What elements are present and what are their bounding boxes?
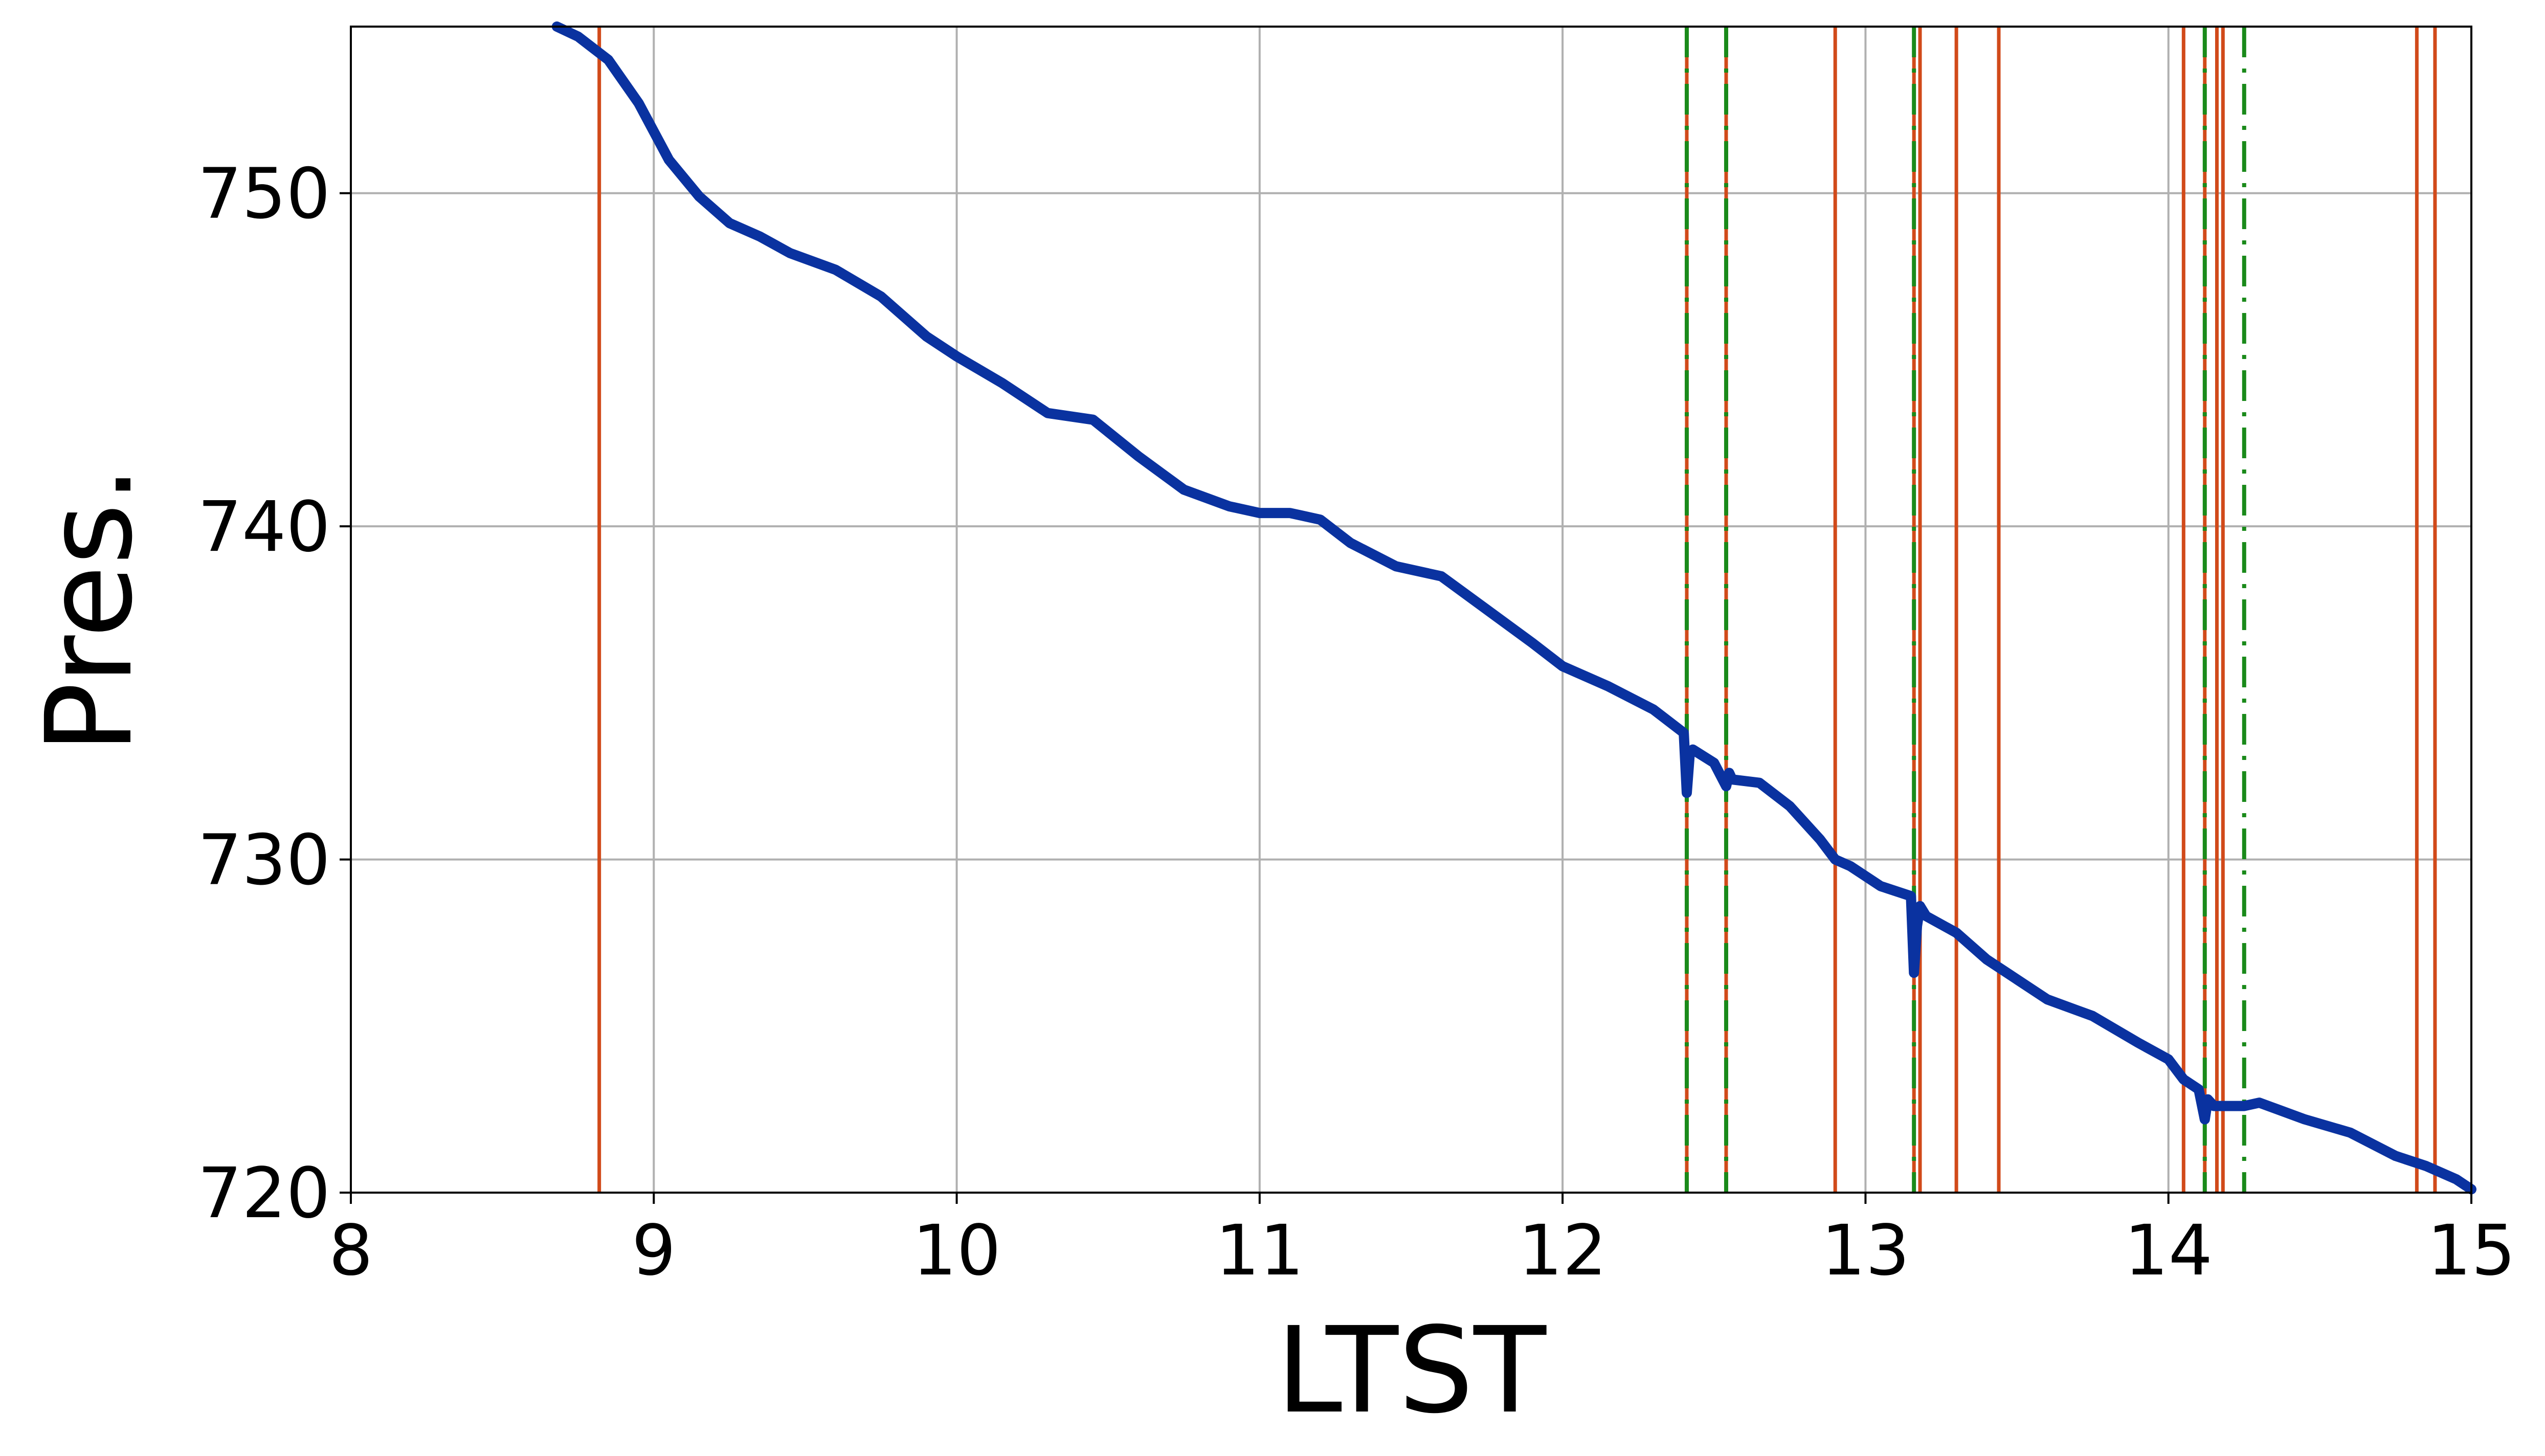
y-tick-label: 750 (197, 154, 330, 235)
y-axis-title: Pres. (20, 465, 159, 753)
x-axis-title: LTST (1276, 1302, 1547, 1440)
series-layer (551, 21, 2476, 1195)
x-tick-label: 8 (329, 1211, 373, 1291)
y-tick-label: 740 (197, 487, 330, 568)
x-tick-label: 13 (1821, 1211, 1910, 1291)
x-tick-label: 14 (2124, 1211, 2213, 1291)
y-tick-label: 720 (197, 1153, 330, 1234)
x-tick-label: 11 (1215, 1211, 1304, 1291)
event-markers (597, 27, 2437, 1193)
plot-frame (350, 26, 2472, 1194)
y-tick-label: 730 (197, 820, 330, 901)
plot-area-background (351, 27, 2471, 1193)
x-tick-label: 9 (632, 1211, 676, 1291)
pressure-series-line (551, 21, 2476, 1195)
x-tick-label: 15 (2427, 1211, 2515, 1291)
axis-ticks: 8 9 10 11 12 13 14 15 720 730 740 750 (197, 154, 2515, 1291)
x-tick-label: 10 (912, 1211, 1001, 1291)
x-tick-label: 12 (1519, 1211, 1607, 1291)
